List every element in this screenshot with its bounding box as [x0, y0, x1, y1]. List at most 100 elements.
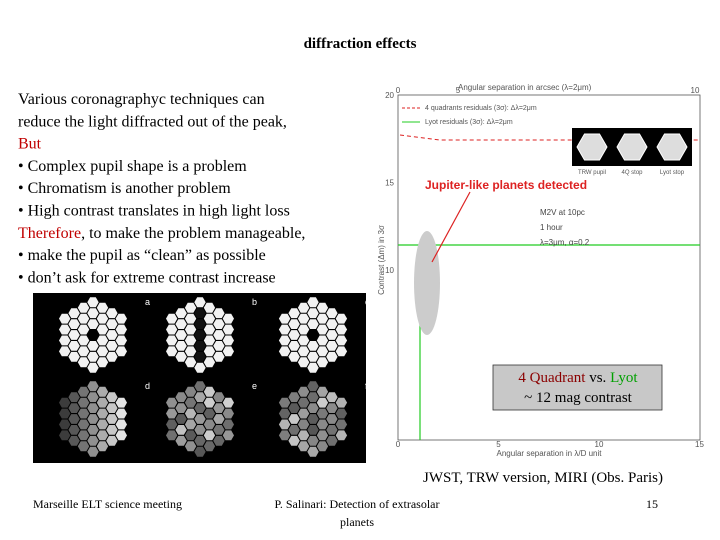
pupil-segment	[106, 425, 118, 435]
pupil-segment	[297, 324, 310, 335]
caption: JWST, TRW version, MIRI (Obs. Paris)	[423, 470, 663, 486]
pupil-segment	[59, 313, 71, 324]
pupil-segment	[175, 403, 187, 413]
pupil-segment	[175, 414, 187, 424]
inset-pupil	[576, 133, 608, 161]
pupil-segment	[326, 319, 338, 329]
pupil-segment	[68, 425, 80, 435]
pupil-segment	[307, 319, 319, 329]
text-run: • make the pupil as “clean” as possible	[18, 247, 266, 264]
pupil-segment	[194, 414, 206, 424]
pupil-segment	[194, 297, 206, 308]
top-axis-label: Angular separation in arcsec (λ=2μm)	[458, 83, 592, 92]
body-text: Various coronagraphyc techniques can redu…	[18, 91, 305, 286]
pupil-segment	[68, 308, 80, 319]
pupil-segment	[213, 330, 225, 340]
pupil-segment	[222, 313, 234, 324]
panel-letter: c	[365, 297, 370, 307]
body-line: • Chromatism is another problem	[18, 180, 231, 197]
pupil-segment	[59, 346, 71, 357]
pupil-segment	[326, 403, 338, 413]
pupil-segment	[316, 408, 329, 419]
pupil-segment	[316, 357, 329, 368]
annotation: Jupiter-like planets detected	[425, 178, 587, 192]
pupil-segment	[194, 362, 206, 373]
pupil-segment	[307, 308, 319, 319]
pupil-segment	[87, 330, 99, 340]
pupil-segment	[59, 430, 71, 441]
pupil-segment	[316, 324, 329, 335]
pupil-segment	[184, 335, 197, 346]
pupil-segment	[213, 414, 225, 424]
panel-letter: a	[145, 297, 150, 307]
highlight-line: ~ 12 mag contrast	[524, 390, 633, 406]
pupil-segment	[203, 335, 216, 346]
contrast-plot: Angular separation in arcsec (λ=2μm) Ang…	[377, 83, 704, 458]
pupil-segment	[316, 313, 329, 324]
pupil-segment	[307, 341, 319, 351]
x-tick-label: 10	[595, 440, 604, 449]
pupil-segment	[335, 397, 348, 408]
footer-center: planets	[340, 515, 374, 529]
pupil-segment	[87, 381, 99, 392]
pupil-segment	[278, 430, 291, 441]
pupil-segment	[96, 302, 109, 313]
pupil-segment	[222, 346, 234, 357]
pupil-segment	[288, 330, 300, 340]
pupil-segment	[175, 341, 187, 351]
pupil-segment	[194, 351, 206, 362]
x-tick-label: 15	[695, 440, 704, 449]
pupil-segment	[307, 425, 319, 435]
pupil-segment	[222, 335, 234, 346]
inset-label: 4Q stop	[621, 170, 643, 176]
text-run: • Complex pupil shape is a problem	[18, 158, 247, 175]
pupil-segment	[184, 386, 197, 397]
page-number: 15	[646, 497, 658, 511]
text-run: reduce the light diffracted out of the p…	[18, 113, 287, 130]
pupil-segment	[194, 435, 206, 446]
text-run: 4 Quadrant	[518, 370, 586, 386]
pupil-segment	[326, 435, 338, 446]
pupil-segment	[115, 397, 127, 408]
pupil-segment	[106, 308, 118, 319]
pupil-segment	[184, 357, 197, 368]
pupil-segment	[335, 346, 348, 357]
pupil-segment	[59, 419, 71, 430]
pupil-segment	[59, 324, 71, 335]
pupil-segment	[307, 351, 319, 362]
pupil-segment	[297, 357, 310, 368]
pupil-segment	[115, 408, 127, 419]
pupil-segment	[96, 335, 109, 346]
y-axis-label: Contrast (Δm) in 3σ	[377, 225, 386, 295]
pupil-segment	[59, 408, 71, 419]
pupil-segment	[68, 435, 80, 446]
pupil-segment	[175, 392, 187, 403]
pupil-segment	[68, 330, 80, 340]
pupil-segment	[213, 319, 225, 329]
pupil-segment	[297, 408, 310, 419]
pupil-segment	[194, 308, 206, 319]
inset-pupil	[616, 133, 648, 161]
x2-tick-label: 0	[396, 86, 401, 95]
pupil-segment	[326, 392, 338, 403]
pupil-segment	[326, 351, 338, 362]
pupil-segment	[222, 408, 234, 419]
pupil-segment	[166, 430, 178, 441]
pupil-segment	[288, 435, 300, 446]
pupil-segment	[307, 330, 319, 340]
pupil-segment	[278, 408, 291, 419]
pupil-segment	[96, 408, 109, 419]
y-tick-label: 20	[385, 91, 394, 100]
pupil-segment	[335, 313, 348, 324]
pupil-segment	[316, 346, 329, 357]
pupil-segment	[307, 381, 319, 392]
highlight-box	[492, 364, 663, 411]
pupil-segment	[96, 324, 109, 335]
pupil-segment	[166, 419, 178, 430]
pupil-segment	[326, 308, 338, 319]
pupil-segment	[115, 346, 127, 357]
pupil-segment	[213, 341, 225, 351]
pupil-segment	[316, 302, 329, 313]
pupil-segment	[59, 335, 71, 346]
